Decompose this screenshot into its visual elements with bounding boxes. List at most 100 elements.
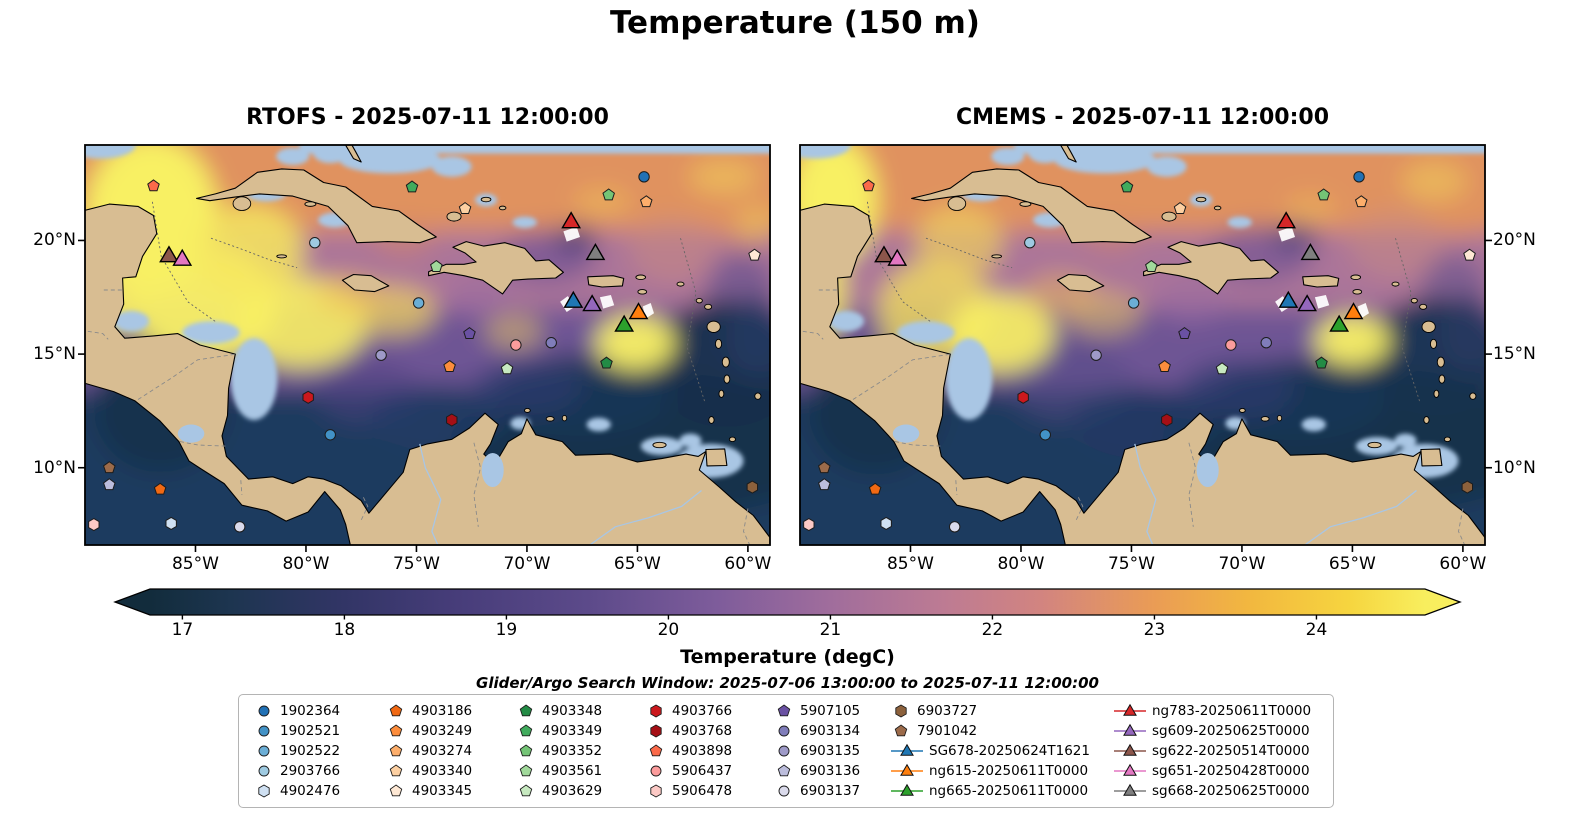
- glider-marker-sg651: [887, 248, 908, 266]
- legend-entry: 7901042: [890, 723, 1113, 739]
- float-marker-5906437: [510, 339, 522, 351]
- legend-label: 5906478: [672, 783, 733, 799]
- float-marker-4903352: [1317, 188, 1330, 201]
- legend-entry: 4903274: [385, 743, 515, 759]
- legend-label: 4903561: [542, 763, 603, 779]
- float-legend-marker: [258, 765, 270, 777]
- float-marker-5907105: [1178, 327, 1191, 339]
- float-marker-4903898: [862, 179, 875, 192]
- legend-entry: 1902522: [253, 743, 385, 759]
- colorbar-tick-label: 22: [981, 620, 1004, 640]
- legend-entry: 5906437: [645, 763, 773, 779]
- legend-entry: 6903727: [890, 703, 1113, 719]
- float-legend-marker: [519, 704, 533, 717]
- float-marker-6903727: [746, 480, 759, 494]
- legend-label: 4903898: [672, 743, 733, 759]
- glider-marker-ng783: [1276, 211, 1297, 229]
- float-legend-marker: [777, 704, 791, 717]
- legend-entry: ng665-20250611T0000: [890, 783, 1113, 799]
- legend-entry: 4903186: [385, 703, 515, 719]
- float-marker-6903136: [818, 478, 831, 491]
- legend-label: 4903249: [412, 723, 473, 739]
- legend-entry: 6903136: [773, 763, 890, 779]
- platform-markers: [803, 171, 1476, 533]
- x-tick-label: 70°W: [503, 554, 551, 574]
- legend-entry: 5907105: [773, 703, 890, 719]
- legend-label: ng783-20250611T0000: [1152, 703, 1312, 719]
- float-marker-1902522: [1127, 297, 1140, 309]
- glider-marker-SG678: [1278, 290, 1299, 308]
- colorbar: [113, 588, 1462, 620]
- rtofs-map: [78, 144, 771, 552]
- glider-track: [599, 295, 615, 309]
- x-tick-label: 75°W: [392, 554, 440, 574]
- float-marker-4903629: [500, 362, 514, 375]
- float-marker-6903134: [545, 337, 557, 349]
- colorbar-label: Temperature (degC): [680, 646, 895, 668]
- legend-entry: 6903137: [773, 783, 890, 799]
- glider-marker-ng783: [561, 211, 582, 229]
- float-legend-marker: [389, 704, 403, 717]
- float-legend-marker: [258, 745, 270, 757]
- panel-title-cmems: CMEMS - 2025-07-11 12:00:00: [955, 105, 1330, 130]
- legend-label: 6903136: [800, 763, 861, 779]
- x-tick-label: 65°W: [613, 554, 661, 574]
- float-legend-marker: [649, 744, 663, 757]
- panel-title-rtofs: RTOFS - 2025-07-11 12:00:00: [246, 105, 609, 130]
- float-marker-4903768: [446, 413, 458, 427]
- float-marker-5906478: [803, 517, 815, 532]
- float-marker-2903766: [309, 237, 321, 249]
- float-marker-5906437: [1225, 339, 1237, 351]
- x-tick-label: 65°W: [1328, 554, 1376, 574]
- colorbar-tick-label: 21: [819, 620, 842, 640]
- legend-label: 6903137: [800, 783, 861, 799]
- legend-entry: sg622-20250514T0000: [1113, 743, 1329, 759]
- float-marker-4903561: [1145, 259, 1158, 272]
- legend-entry: 1902521: [253, 723, 385, 739]
- glider-legend-marker: [891, 763, 923, 776]
- legend-label: ng615-20250611T0000: [929, 763, 1089, 779]
- legend-label: 4903349: [542, 723, 603, 739]
- search-window-subtitle: Glider/Argo Search Window: 2025-07-06 13…: [476, 674, 1099, 692]
- legend-label: 6903135: [800, 743, 861, 759]
- float-marker-4903348: [1315, 356, 1328, 369]
- float-legend-marker: [258, 705, 270, 717]
- legend-entry: 4903561: [515, 763, 645, 779]
- float-marker-6903136: [103, 478, 116, 491]
- x-tick-label: 80°W: [997, 554, 1045, 574]
- float-marker-4903249: [1158, 359, 1171, 372]
- legend-label: 6903134: [800, 723, 861, 739]
- glider-marker-ng615: [1343, 302, 1364, 320]
- float-legend-marker: [389, 744, 403, 757]
- float-marker-4902476: [880, 516, 892, 530]
- float-marker-4903766: [302, 390, 314, 404]
- float-legend-marker: [519, 724, 533, 737]
- float-legend-marker: [519, 744, 533, 757]
- x-tick-label: 70°W: [1218, 554, 1266, 574]
- glider-marker-sg651: [172, 248, 193, 266]
- float-legend-marker: [389, 764, 403, 777]
- float-marker-4903349: [405, 180, 419, 193]
- float-marker-1902522: [412, 297, 425, 309]
- y-tick-label: 15°N: [33, 344, 76, 365]
- float-legend-marker: [519, 784, 533, 797]
- legend-entry: 5906478: [645, 783, 773, 799]
- float-marker-4903629: [1215, 362, 1229, 375]
- float-legend-marker: [519, 764, 533, 777]
- float-legend-marker: [258, 784, 270, 798]
- legend-entry: 4903768: [645, 723, 773, 739]
- glider-marker-ng665: [1329, 314, 1350, 332]
- glider-legend-marker: [891, 783, 923, 796]
- legend-label: sg609-20250625T0000: [1152, 723, 1310, 739]
- legend-label: sg668-20250625T0000: [1152, 783, 1310, 799]
- float-marker-4903274: [639, 195, 653, 208]
- legend-label: 4903340: [412, 763, 473, 779]
- float-legend-marker: [777, 764, 791, 777]
- legend-label: 4903768: [672, 723, 733, 739]
- float-legend-marker: [258, 725, 270, 737]
- legend-entry: 4903898: [645, 743, 773, 759]
- legend-label: 4903348: [542, 703, 603, 719]
- glider-legend-marker: [891, 743, 923, 756]
- legend-label: 4903766: [672, 703, 733, 719]
- cmems-map: [799, 144, 1492, 552]
